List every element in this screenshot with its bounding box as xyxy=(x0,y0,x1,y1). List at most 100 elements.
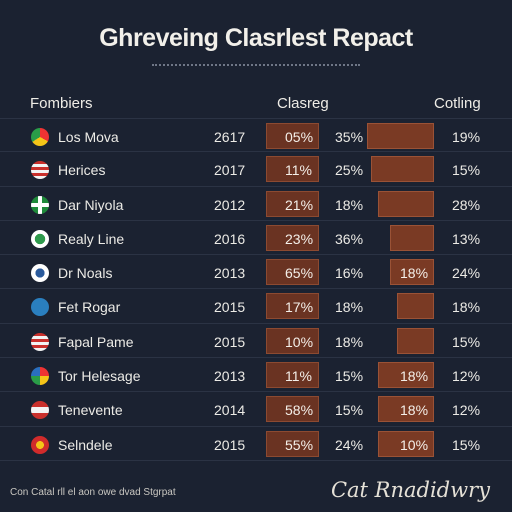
value-cotling: 18% xyxy=(452,299,481,316)
value-cotling: 15% xyxy=(452,436,481,453)
bar-primary xyxy=(266,123,319,149)
table-row: Los Mova 2617 05% 35% 19% xyxy=(0,118,512,153)
bar-secondary xyxy=(371,156,434,183)
bar-secondary xyxy=(390,224,434,251)
bar-secondary xyxy=(378,430,434,457)
bar-primary xyxy=(266,156,319,183)
value-cotling: 28% xyxy=(452,196,481,213)
value-secondary: 18% xyxy=(335,299,364,316)
bar-secondary xyxy=(378,362,434,389)
table-row: Selndele 2015 55% 24% 10% 15% xyxy=(0,427,512,461)
table-row: Dar Niyola 2012 21% 18% 28% xyxy=(0,187,512,221)
value-primary: 21% xyxy=(285,196,314,213)
green-emblem-icon xyxy=(31,229,49,248)
value-cotling: 19% xyxy=(452,129,481,145)
chrome-icon xyxy=(31,128,49,146)
bar-primary xyxy=(266,362,319,389)
red-emblem-icon xyxy=(31,435,49,454)
value-primary: 23% xyxy=(285,230,314,247)
bar-primary xyxy=(266,430,319,457)
row-year: 2013 xyxy=(214,265,246,282)
bar-primary xyxy=(266,293,319,320)
row-year: 2015 xyxy=(214,333,246,350)
value-primary: 10% xyxy=(285,333,314,350)
row-year: 2617 xyxy=(214,129,246,145)
value-primary: 11% xyxy=(285,162,312,179)
value-primary: 65% xyxy=(285,265,314,282)
bar-primary xyxy=(266,190,319,217)
row-name: Fet Rogar xyxy=(58,299,121,316)
blue-badge-icon xyxy=(31,298,49,317)
value-secondary: 35% xyxy=(335,129,364,145)
value-secondary: 15% xyxy=(335,368,364,385)
table-row: Fapal Pame 2015 10% 18% 15% xyxy=(0,324,512,359)
row-year: 2016 xyxy=(214,230,246,247)
value-primary: 58% xyxy=(285,402,314,419)
column-header-cotling: Cotling xyxy=(434,95,481,112)
bar-secondary xyxy=(397,293,434,320)
red-stripe-flag-icon xyxy=(31,401,49,420)
row-name: Tor Helesage xyxy=(58,368,141,385)
value-primary: 55% xyxy=(285,436,314,453)
value-cotling: 15% xyxy=(452,162,481,179)
title-divider xyxy=(152,64,360,66)
row-year: 2015 xyxy=(214,436,246,453)
table-row: Tenevente 2014 58% 15% 18% 12% xyxy=(0,392,512,427)
row-year: 2013 xyxy=(214,368,246,385)
row-year: 2014 xyxy=(214,402,246,419)
value-tertiary: 18% xyxy=(400,402,429,419)
row-name: Selndele xyxy=(58,436,113,453)
us-flag-icon xyxy=(31,332,49,351)
row-name: Tenevente xyxy=(58,402,123,419)
row-name: Dr Noals xyxy=(58,265,113,282)
bar-secondary xyxy=(390,259,434,286)
bar-primary xyxy=(266,396,319,423)
table-row: Dr Noals 2013 65% 16% 18% 24% xyxy=(0,255,512,290)
value-secondary: 18% xyxy=(335,196,364,213)
value-primary: 05% xyxy=(285,129,314,145)
bar-secondary xyxy=(397,327,434,354)
data-table: Los Mova 2617 05% 35% 19% Herices 2017 11% 25% 15… xyxy=(0,118,512,461)
us-flag-icon xyxy=(31,161,49,180)
table-row: Tor Helesage 2013 11% 15% 18% 12% xyxy=(0,358,512,393)
table-row: Fet Rogar 2015 17% 18% 18% xyxy=(0,289,512,324)
chart-title: Ghreveing Clasrlest Repact xyxy=(99,24,413,52)
value-cotling: 15% xyxy=(452,333,481,350)
row-name: Dar Niyola xyxy=(58,196,124,213)
row-name: Realy Line xyxy=(58,230,125,247)
value-primary: 11% xyxy=(285,368,312,385)
value-secondary: 25% xyxy=(335,162,364,179)
table-row: Herices 2017 11% 25% 15% xyxy=(0,152,512,187)
value-cotling: 13% xyxy=(452,230,481,247)
bar-primary xyxy=(266,259,319,286)
value-tertiary: 18% xyxy=(400,368,429,385)
value-secondary: 24% xyxy=(335,436,364,453)
value-cotling: 12% xyxy=(452,368,481,385)
bar-secondary xyxy=(378,396,434,423)
value-primary: 17% xyxy=(285,299,314,316)
bar-secondary xyxy=(367,123,434,149)
row-name: Herices xyxy=(58,162,106,179)
value-secondary: 18% xyxy=(335,333,364,350)
footer-credit: Con Catal rll el aon owe dvad Stgrpat xyxy=(10,487,176,498)
row-year: 2015 xyxy=(214,299,246,316)
column-header-fombiers: Fombiers xyxy=(30,95,93,112)
bar-secondary xyxy=(378,190,434,217)
value-secondary: 15% xyxy=(335,402,364,419)
table-row: Realy Line 2016 23% 36% 13% xyxy=(0,221,512,256)
signature-logo: Cat Rnadidwry xyxy=(330,478,490,502)
green-cross-flag-icon xyxy=(31,195,49,214)
value-cotling: 12% xyxy=(452,402,481,419)
row-name: Los Mova xyxy=(58,129,119,145)
value-tertiary: 18% xyxy=(400,265,429,282)
blue-emblem-icon xyxy=(31,264,49,283)
row-name: Fapal Pame xyxy=(58,333,134,350)
rainbow-circle-icon xyxy=(31,367,49,386)
row-year: 2012 xyxy=(214,196,246,213)
value-tertiary: 10% xyxy=(400,436,429,453)
bar-primary xyxy=(266,224,319,251)
bar-primary xyxy=(266,327,319,354)
value-secondary: 16% xyxy=(335,265,364,282)
value-secondary: 36% xyxy=(335,230,364,247)
row-year: 2017 xyxy=(214,162,246,179)
